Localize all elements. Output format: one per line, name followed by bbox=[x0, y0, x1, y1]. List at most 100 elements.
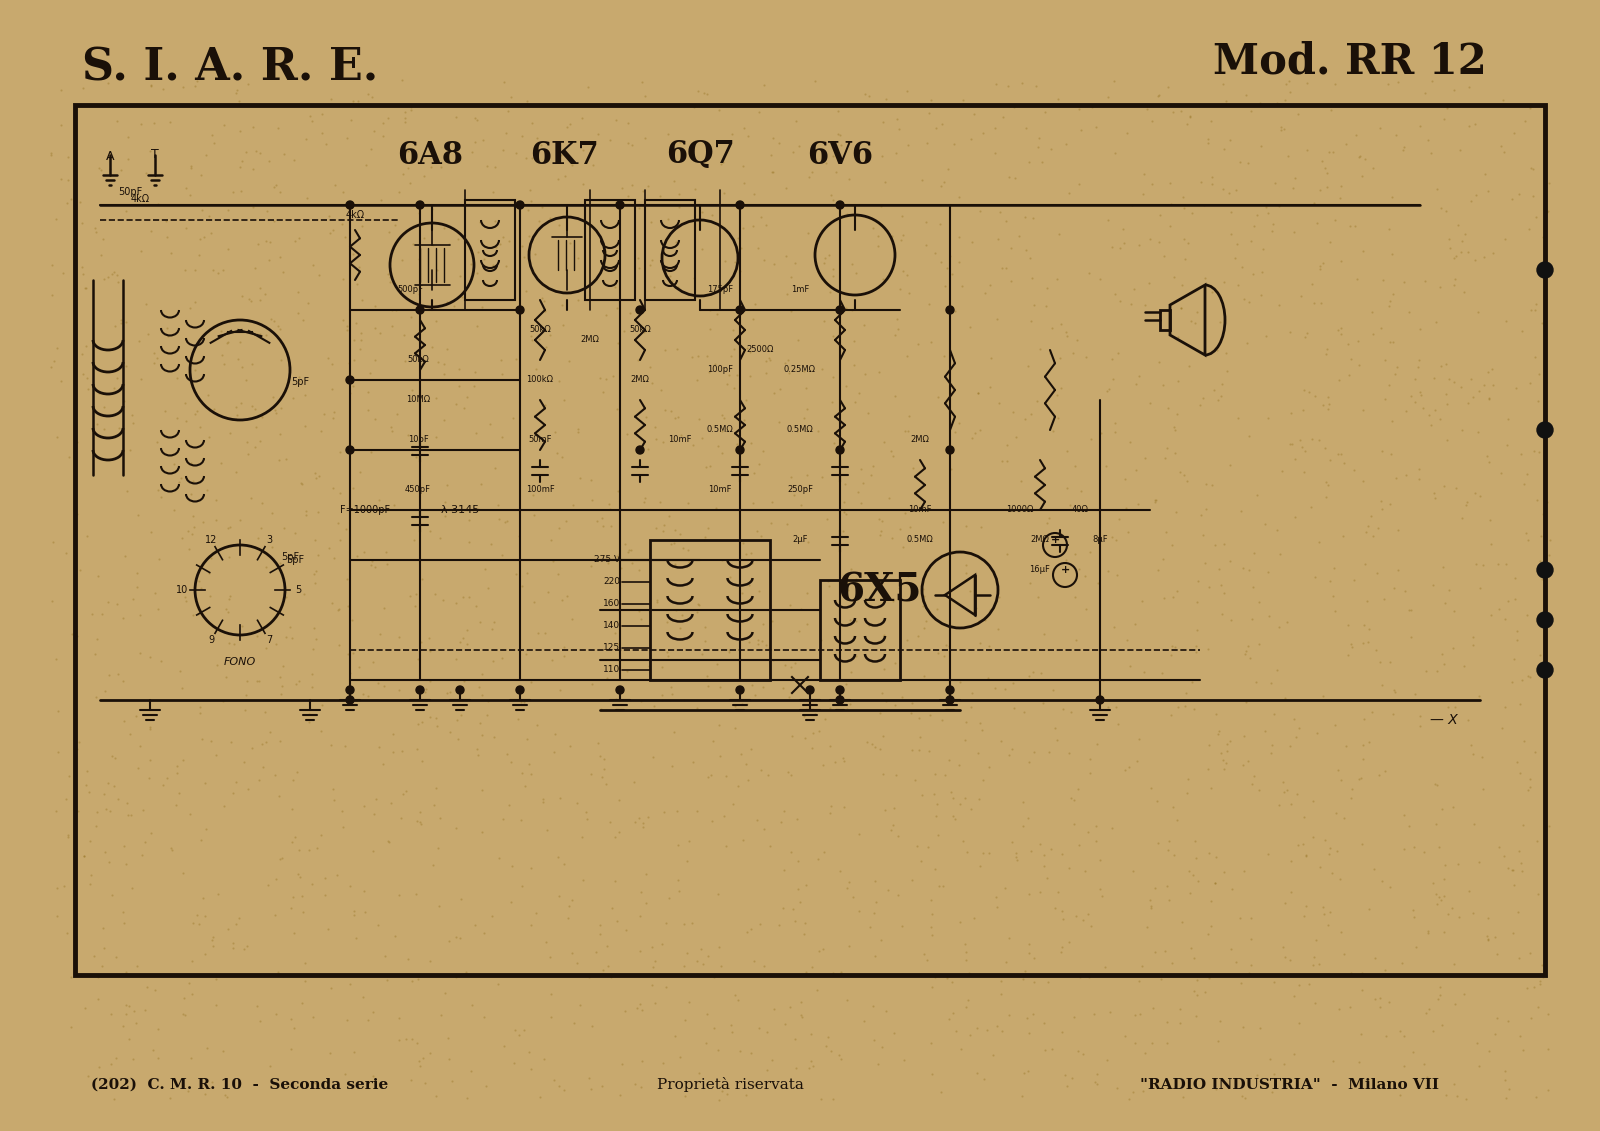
Point bbox=[854, 733, 880, 751]
Point bbox=[85, 990, 110, 1008]
Point bbox=[962, 424, 987, 442]
Point bbox=[322, 549, 347, 567]
Point bbox=[603, 690, 629, 708]
Point bbox=[603, 193, 629, 211]
Point bbox=[499, 893, 525, 912]
Point bbox=[666, 871, 691, 889]
Point bbox=[179, 952, 205, 970]
Point bbox=[685, 952, 710, 970]
Point bbox=[714, 375, 739, 394]
Point bbox=[974, 1021, 1000, 1039]
Point bbox=[94, 74, 120, 92]
Point bbox=[766, 380, 792, 398]
Point bbox=[1480, 244, 1506, 262]
Point bbox=[1302, 993, 1328, 1011]
Point bbox=[386, 1009, 411, 1027]
Point bbox=[181, 518, 206, 536]
Point bbox=[1162, 846, 1187, 864]
Point bbox=[795, 224, 821, 242]
Point bbox=[1336, 646, 1362, 664]
Point bbox=[83, 803, 109, 821]
Point bbox=[1446, 908, 1472, 926]
Point bbox=[1187, 396, 1213, 414]
Point bbox=[1205, 342, 1230, 360]
Point bbox=[878, 820, 904, 838]
Text: 7: 7 bbox=[266, 636, 272, 645]
Point bbox=[954, 951, 979, 969]
Point bbox=[555, 119, 581, 137]
Point bbox=[954, 556, 979, 575]
Point bbox=[733, 1086, 758, 1104]
Point bbox=[813, 249, 838, 267]
Point bbox=[470, 131, 496, 149]
Point bbox=[613, 1002, 638, 1020]
Point bbox=[173, 588, 198, 606]
Point bbox=[685, 699, 710, 717]
Point bbox=[635, 178, 661, 196]
Point bbox=[1312, 439, 1338, 457]
Point bbox=[650, 658, 675, 676]
Point bbox=[424, 429, 450, 447]
Point bbox=[227, 157, 253, 175]
Point bbox=[104, 1050, 130, 1068]
Point bbox=[1062, 457, 1088, 475]
Point bbox=[1117, 433, 1142, 451]
Point bbox=[366, 491, 392, 509]
Point bbox=[776, 689, 802, 707]
Point bbox=[1038, 139, 1064, 157]
Point bbox=[171, 988, 197, 1007]
Point bbox=[1322, 602, 1347, 620]
Point bbox=[890, 965, 915, 983]
Point bbox=[611, 322, 637, 340]
Point bbox=[958, 130, 984, 148]
Point bbox=[1048, 349, 1074, 368]
Point bbox=[650, 433, 675, 451]
Point bbox=[1218, 611, 1243, 629]
Point bbox=[466, 746, 491, 765]
Point bbox=[333, 737, 358, 756]
Point bbox=[794, 466, 819, 484]
Point bbox=[53, 791, 78, 809]
Point bbox=[379, 422, 405, 440]
Point bbox=[702, 355, 728, 373]
Point bbox=[346, 658, 371, 676]
Point bbox=[459, 996, 485, 1015]
Point bbox=[573, 803, 598, 821]
Point bbox=[926, 878, 952, 896]
Text: 2MΩ: 2MΩ bbox=[1030, 535, 1050, 544]
Point bbox=[456, 588, 482, 606]
Point bbox=[214, 920, 240, 938]
Point bbox=[282, 1018, 307, 1036]
Point bbox=[424, 717, 450, 735]
Point bbox=[62, 211, 88, 230]
Point bbox=[312, 869, 338, 887]
Point bbox=[909, 786, 934, 804]
Point bbox=[728, 744, 754, 762]
Point bbox=[834, 377, 859, 395]
Point bbox=[406, 250, 432, 268]
Point bbox=[269, 352, 294, 370]
Point bbox=[918, 917, 944, 935]
Point bbox=[1166, 372, 1192, 390]
Point bbox=[213, 667, 238, 685]
Point bbox=[341, 92, 366, 110]
Point bbox=[1125, 494, 1150, 512]
Point bbox=[1459, 370, 1485, 388]
Point bbox=[250, 758, 275, 776]
Point bbox=[1491, 698, 1517, 716]
Point bbox=[219, 182, 245, 200]
Point bbox=[182, 293, 208, 311]
Point bbox=[429, 1005, 454, 1024]
Point bbox=[683, 604, 709, 622]
Point bbox=[1134, 918, 1160, 936]
Point bbox=[496, 102, 522, 120]
Point bbox=[339, 645, 365, 663]
Point bbox=[334, 645, 360, 663]
Point bbox=[1411, 1054, 1437, 1072]
Point bbox=[661, 534, 686, 552]
Point bbox=[1514, 524, 1539, 542]
Point bbox=[1525, 392, 1550, 411]
Point bbox=[546, 372, 571, 390]
Point bbox=[693, 528, 718, 546]
Point bbox=[1106, 344, 1131, 362]
